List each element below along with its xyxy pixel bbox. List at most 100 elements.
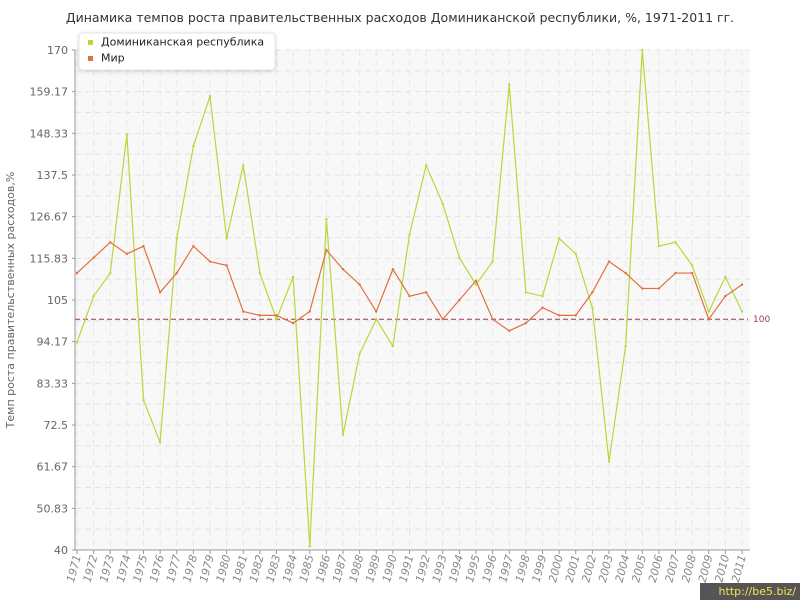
data-point: [242, 164, 245, 167]
data-point: [225, 264, 228, 267]
data-point: [142, 244, 145, 248]
data-point: [641, 48, 644, 52]
data-point: [375, 318, 378, 321]
data-point: [524, 291, 528, 294]
data-point: [690, 271, 694, 275]
data-point: [474, 279, 478, 282]
data-point: [158, 291, 162, 294]
data-point: [291, 275, 295, 279]
data-point: [291, 321, 295, 325]
data-point: [308, 544, 311, 548]
y-tick-label: 170: [47, 44, 68, 57]
data-point: [275, 314, 278, 317]
data-point: [109, 271, 112, 275]
data-point: [441, 202, 444, 206]
data-point: [92, 256, 95, 259]
data-point: [142, 398, 145, 402]
data-point: [92, 294, 95, 298]
y-tick-label: 115.83: [30, 252, 69, 265]
y-tick-label: 148.33: [30, 127, 69, 140]
data-point: [75, 271, 79, 275]
data-point: [208, 260, 212, 263]
data-point: [192, 244, 195, 248]
data-point: [474, 283, 478, 286]
data-point: [358, 283, 361, 286]
data-point: [258, 271, 262, 275]
y-axis-title: Темп роста правительственных расходов,%: [4, 172, 17, 430]
chart-title: Динамика темпов роста правительственных …: [65, 10, 735, 25]
data-point: [125, 252, 129, 256]
data-point: [557, 237, 561, 240]
data-point: [657, 287, 661, 290]
data-point: [325, 248, 328, 252]
y-tick-label: 72.5: [44, 419, 69, 432]
data-point: [707, 310, 710, 313]
data-point: [740, 283, 744, 286]
data-point: [557, 314, 561, 317]
y-tick-label: 83.33: [37, 377, 69, 390]
data-point: [641, 287, 644, 290]
data-point: [491, 318, 494, 321]
data-point: [740, 310, 744, 313]
data-point: [242, 310, 245, 313]
data-point: [391, 268, 395, 271]
data-point: [158, 441, 162, 444]
y-tick-label: 50.83: [37, 502, 69, 515]
y-tick-label: 105: [47, 294, 68, 307]
data-point: [458, 298, 461, 302]
data-point: [408, 233, 411, 236]
y-tick-label: 40: [54, 544, 68, 557]
data-point: [541, 294, 544, 298]
legend-swatch: [88, 56, 93, 61]
data-point: [225, 237, 228, 240]
data-point: [75, 341, 79, 344]
data-point: [424, 291, 428, 294]
data-point: [375, 310, 378, 313]
data-point: [508, 329, 511, 332]
data-point: [275, 318, 278, 321]
y-tick-label: 137.5: [37, 169, 69, 182]
data-point: [524, 321, 528, 325]
legend-label: Мир: [101, 52, 125, 65]
data-point: [358, 352, 361, 356]
data-point: [175, 237, 178, 240]
data-point: [109, 241, 112, 244]
data-point: [391, 344, 395, 348]
data-point: [657, 244, 661, 248]
data-point: [541, 306, 544, 309]
legend-label: Доминиканская республика: [101, 36, 264, 49]
data-point: [707, 318, 710, 321]
data-point: [325, 218, 328, 221]
data-point: [458, 256, 461, 259]
data-point: [192, 144, 195, 148]
data-point: [175, 271, 178, 275]
data-point: [308, 310, 311, 313]
y-tick-label: 61.67: [37, 461, 69, 474]
x-tick-label: 2011: [729, 553, 749, 583]
data-point: [408, 294, 411, 298]
data-point: [674, 271, 677, 275]
data-point: [674, 241, 677, 244]
y-tick-label: 159.17: [30, 86, 69, 99]
legend: [78, 32, 276, 71]
data-point: [258, 314, 262, 317]
data-point: [424, 164, 428, 167]
data-point: [591, 291, 594, 294]
data-point: [491, 260, 494, 263]
legend-swatch: [88, 40, 93, 45]
data-point: [341, 433, 345, 436]
data-point: [724, 294, 727, 298]
y-tick-label: 126.67: [30, 211, 69, 224]
reference-line-label: 100: [753, 315, 770, 325]
data-point: [607, 260, 611, 263]
data-point: [624, 344, 627, 348]
data-point: [591, 306, 594, 309]
data-point: [208, 94, 212, 98]
data-point: [690, 264, 694, 267]
watermark: http://be5.biz/: [700, 583, 800, 600]
data-point: [607, 460, 611, 463]
y-tick-label: 94.17: [37, 336, 69, 349]
data-point: [125, 133, 129, 136]
